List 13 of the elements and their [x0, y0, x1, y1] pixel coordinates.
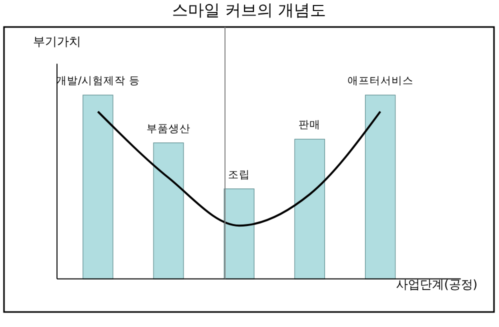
bar: [294, 138, 326, 280]
x-tick-label: 판매: [298, 119, 321, 132]
x-tick-label: 애프터서비스: [347, 75, 414, 88]
bar: [224, 188, 254, 280]
bar: [153, 142, 184, 280]
chart-title: 스마일 커브의 개념도: [172, 0, 326, 20]
x-tick-label: 조립: [228, 168, 250, 181]
x-axis-title: 사업단계(공정): [396, 277, 478, 292]
x-tick-label: 개발/시험제작 등: [56, 75, 140, 88]
bar: [364, 94, 396, 280]
bar: [82, 94, 114, 280]
y-axis-title: 부기가치: [33, 34, 81, 49]
x-tick-label: 부품생산: [146, 122, 191, 135]
